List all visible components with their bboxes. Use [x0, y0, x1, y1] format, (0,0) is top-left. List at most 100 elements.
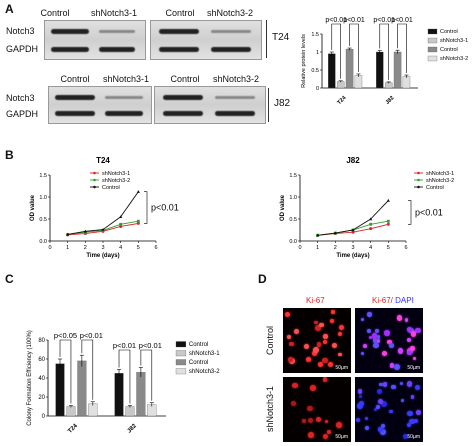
significance-bracket — [144, 191, 148, 224]
legend-entry: shNotch3-1 — [426, 171, 454, 177]
cell-nucleus — [361, 352, 365, 356]
significance-label: p<0.01 — [343, 17, 365, 24]
blot-bottom-col-sh1: shNotch3-1 — [102, 74, 150, 84]
x-tick-label: J82 — [127, 423, 139, 435]
legend-entry: shNotch3-1 — [189, 351, 220, 357]
bar — [66, 406, 76, 417]
cell-nucleus — [302, 419, 306, 423]
blot-bottom-col-control-1: Control — [60, 74, 90, 84]
scale-bar-label: 50µm — [407, 434, 420, 440]
y-tick-label: 60 — [38, 357, 45, 363]
blot-bottom-col-control-2: Control — [170, 74, 200, 84]
data-point — [136, 190, 140, 193]
cell-nucleus — [315, 325, 322, 332]
legend-marker — [93, 171, 96, 175]
cell-nucleus — [379, 382, 383, 387]
blot-top-right-image — [150, 20, 262, 60]
cell-nucleus — [308, 358, 312, 362]
cell-nucleus — [400, 381, 404, 385]
y-tick-label: 1 — [316, 50, 319, 56]
y-axis-label: OD value — [30, 194, 36, 221]
cell-nucleus — [401, 398, 405, 403]
significance-label: p<0.01 — [373, 17, 395, 24]
cell-nucleus — [396, 315, 402, 321]
y-tick-label: 1.5 — [289, 173, 297, 179]
cell-nucleus — [375, 329, 380, 333]
cell-nucleus — [331, 342, 338, 349]
cell-nucleus — [361, 318, 365, 322]
y-tick-label: 1.5 — [311, 32, 319, 38]
cell-nucleus — [356, 403, 363, 410]
blot-top-row-notch3: Notch3 — [6, 26, 35, 36]
significance-label: p<0.01 — [139, 341, 162, 350]
x-tick-label: T24 — [67, 423, 79, 435]
data-point — [386, 198, 390, 202]
x-axis-label: Time (days) — [336, 253, 369, 259]
legend-marker — [93, 185, 96, 189]
chart-title: T24 — [96, 156, 110, 165]
cell-nucleus — [412, 356, 417, 361]
cell-nucleus — [323, 334, 329, 339]
cell-nucleus — [414, 385, 420, 390]
cell-nucleus — [372, 338, 378, 343]
legend-marker — [417, 185, 420, 189]
y-tick-label: 1.0 — [39, 195, 47, 201]
blot-top-col-control-1: Control — [40, 8, 70, 18]
micro-sh-ki67: 50µm — [283, 377, 351, 442]
blot-bottom-left-image — [48, 86, 152, 124]
x-tick-label: 0 — [48, 245, 51, 251]
x-tick-label: 1 — [316, 245, 319, 251]
cell-nucleus — [389, 410, 393, 414]
x-tick-label: 4 — [119, 245, 122, 251]
data-point — [369, 222, 373, 226]
panel-letter-d: D — [258, 272, 267, 286]
data-point — [83, 229, 87, 233]
x-tick-label: J82 — [385, 95, 396, 106]
cell-nucleus — [358, 400, 365, 407]
cell-nucleus — [402, 434, 408, 440]
significance-bracket — [81, 339, 94, 400]
y-axis-label: Colony Formation Efficiency (100%) — [27, 330, 33, 426]
cell-nucleus — [384, 330, 390, 336]
bar — [136, 372, 146, 417]
cell-nucleus — [406, 381, 413, 387]
significance-bracket — [349, 23, 359, 72]
y-axis-label: Relative protein levels — [301, 34, 307, 88]
cell-nucleus — [327, 361, 333, 367]
cell-nucleus — [378, 426, 383, 432]
micro-header-ki67: Ki-67 — [306, 296, 325, 305]
scale-bar-label: 50µm — [407, 365, 420, 371]
cell-nucleus — [373, 407, 377, 411]
cell-nucleus — [389, 343, 395, 349]
x-tick-label: 4 — [369, 245, 372, 251]
cell-nucleus — [326, 430, 331, 434]
data-point — [136, 219, 140, 223]
x-tick-label: 5 — [137, 245, 140, 251]
micro-control-merge: 50µm — [355, 308, 423, 373]
data-point — [316, 233, 320, 237]
cell-nucleus — [319, 322, 324, 328]
cell-nucleus — [314, 320, 318, 325]
scale-bar-label: 50µm — [335, 365, 348, 371]
significance-bracket — [140, 349, 153, 401]
significance-label: p<0.01 — [113, 341, 136, 350]
cell-nucleus — [307, 417, 313, 423]
cell-nucleus — [416, 410, 422, 416]
chart-title: J82 — [346, 156, 360, 165]
cell-nucleus — [310, 385, 316, 391]
cell-nucleus — [373, 342, 380, 349]
cell-nucleus — [367, 329, 372, 334]
significance-label: p<0.01 — [391, 17, 413, 24]
x-tick-label: T24 — [336, 95, 348, 107]
y-tick-label: 40 — [38, 376, 45, 382]
blot-top-col-sh2: shNotch3-2 — [206, 8, 254, 18]
cell-nucleus — [409, 418, 415, 425]
y-tick-label: 0 — [42, 414, 46, 420]
blot-bottom-right-image — [154, 86, 266, 124]
x-axis-label: Time (days) — [86, 253, 119, 259]
y-tick-label: 0.0 — [39, 239, 47, 245]
x-tick-label: 3 — [101, 245, 104, 251]
cell-nucleus — [355, 418, 360, 423]
significance-bracket — [118, 349, 131, 404]
